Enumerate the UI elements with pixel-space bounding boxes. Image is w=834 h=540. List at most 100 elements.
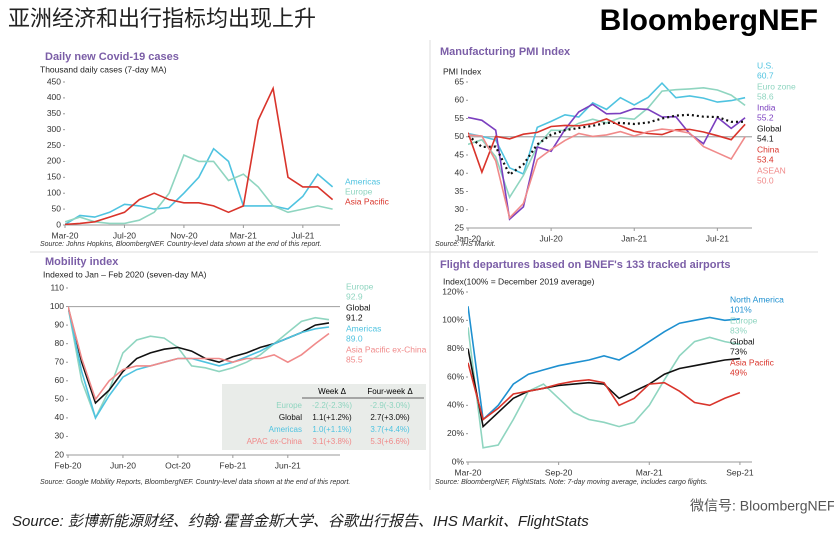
axis-subtitle: PMI Index — [443, 66, 482, 76]
y-tick-label: 25 — [455, 222, 465, 232]
legend-label: Global — [730, 336, 755, 346]
y-tick-label: 250 — [47, 140, 61, 150]
legend-label: Americas — [346, 323, 381, 333]
series-line — [68, 306, 330, 420]
chart-source: Source: BloombergNEF, FlightStats. Note:… — [435, 479, 708, 486]
end-value-label: 55.2 — [757, 112, 774, 122]
y-tick-label: 20% — [447, 428, 464, 438]
table-cell: Americas — [269, 425, 302, 434]
end-value-label: 92.9 — [346, 291, 363, 301]
series-line — [468, 327, 741, 449]
legend-label: ASEAN — [757, 165, 786, 175]
legend-label: Europe — [345, 186, 373, 196]
end-value-label: 89.0 — [346, 333, 363, 343]
table-cell: 2.7(+3.0%) — [370, 413, 410, 422]
end-value-label: 91.2 — [346, 312, 363, 322]
y-tick-label: 50 — [455, 131, 465, 141]
x-tick-label: Mar-20 — [455, 467, 482, 477]
legend-label: North America — [730, 294, 784, 304]
y-tick-label: 150 — [47, 172, 61, 182]
legend-label: Europe — [730, 315, 758, 325]
series-line — [68, 306, 330, 402]
x-tick-label: Jan-20 — [455, 233, 481, 243]
end-value-label: 73% — [730, 346, 747, 356]
chart-title: Mobility index — [45, 256, 119, 268]
end-value-label: 101% — [730, 304, 752, 314]
chart-source: Source: Google Mobility Reports, Bloombe… — [40, 479, 350, 486]
y-tick-label: 65 — [455, 76, 465, 86]
y-tick-label: 40% — [447, 400, 464, 410]
axis-subtitle: Indexed to Jan – Feb 2020 (seven-day MA) — [43, 269, 207, 279]
legend-label: Global — [757, 123, 782, 133]
y-tick-label: 40 — [55, 412, 65, 422]
chart-title: Flight departures based on BNEF's 133 tr… — [440, 259, 731, 271]
y-tick-label: 45 — [455, 149, 465, 159]
x-tick-label: Mar-21 — [636, 467, 663, 477]
y-tick-label: 70 — [55, 356, 65, 366]
series-line — [468, 128, 746, 220]
series-line — [65, 154, 333, 225]
x-tick-label: Jul-21 — [291, 230, 314, 240]
table-cell: 3.1(+3.8%) — [312, 437, 352, 446]
x-tick-label: Jun-21 — [275, 460, 301, 470]
chart-source: Source: Johns Hopkins, BloombergNEF. Cou… — [40, 241, 322, 248]
legend-label: Asia Pacific — [730, 357, 775, 367]
y-tick-label: 60% — [447, 371, 464, 381]
x-tick-label: Jan-21 — [621, 233, 647, 243]
series-line — [468, 362, 741, 421]
x-tick-label: Mar-20 — [52, 230, 79, 240]
series-line — [468, 348, 740, 429]
legend-label: Europe — [346, 281, 374, 291]
chart-source: Source: IHS Markit. — [435, 241, 496, 248]
legend-label: China — [757, 144, 779, 154]
table-cell: Europe — [276, 401, 302, 410]
end-value-label: 83% — [730, 325, 747, 335]
x-tick-label: Jul-21 — [706, 233, 729, 243]
end-value-label: 60.7 — [757, 70, 774, 80]
table-cell: APAC ex-China — [247, 437, 303, 446]
end-value-label: 58.6 — [757, 91, 774, 101]
y-tick-label: 100% — [442, 315, 464, 325]
x-tick-label: Sep-21 — [726, 467, 754, 477]
y-tick-label: 100 — [47, 187, 61, 197]
series-line — [468, 306, 740, 422]
y-tick-label: 20 — [55, 449, 65, 459]
end-value-label: 53.4 — [757, 154, 774, 164]
watermark: 微信号: BloombergNEF — [690, 498, 834, 514]
page-title: 亚洲经济和出行指标均出现上升 — [8, 6, 316, 31]
y-tick-label: 50 — [55, 394, 65, 404]
x-tick-label: Feb-20 — [55, 460, 82, 470]
end-value-label: 50.0 — [757, 175, 774, 185]
x-tick-label: Mar-21 — [230, 230, 257, 240]
legend-label: Asia Pacific ex-China — [346, 344, 427, 354]
table-bg — [222, 384, 426, 450]
legend-label: Euro zone — [757, 81, 796, 91]
table-cell: 1.0(+1.1%) — [312, 425, 352, 434]
chart-title: Daily new Covid-19 cases — [45, 51, 179, 63]
legend-label: Americas — [345, 176, 380, 186]
legend-label: India — [757, 102, 776, 112]
brand: BloombergNEF — [600, 4, 818, 37]
table-header: Week Δ — [318, 387, 347, 396]
series-line — [468, 113, 746, 177]
legend-label: Asia Pacific — [345, 196, 390, 206]
y-tick-label: 0% — [452, 456, 465, 466]
series-line — [468, 81, 746, 176]
y-tick-label: 350 — [47, 108, 61, 118]
y-tick-label: 90 — [55, 319, 65, 329]
series-line — [468, 118, 746, 175]
y-tick-label: 35 — [455, 186, 465, 196]
axis-subtitle: Thousand daily cases (7-day MA) — [40, 64, 167, 74]
x-tick-label: Jun-20 — [110, 460, 136, 470]
y-tick-label: 80 — [55, 338, 65, 348]
y-tick-label: 80% — [447, 343, 464, 353]
y-tick-label: 100 — [50, 301, 64, 311]
y-tick-label: 200 — [47, 156, 61, 166]
y-tick-label: 30 — [55, 431, 65, 441]
y-tick-label: 400 — [47, 92, 61, 102]
y-tick-label: 50 — [52, 203, 62, 213]
legend-label: U.S. — [757, 60, 774, 70]
y-tick-label: 55 — [455, 113, 465, 123]
x-tick-label: Jul-20 — [540, 233, 563, 243]
table-cell: 5.3(+6.6%) — [370, 437, 410, 446]
